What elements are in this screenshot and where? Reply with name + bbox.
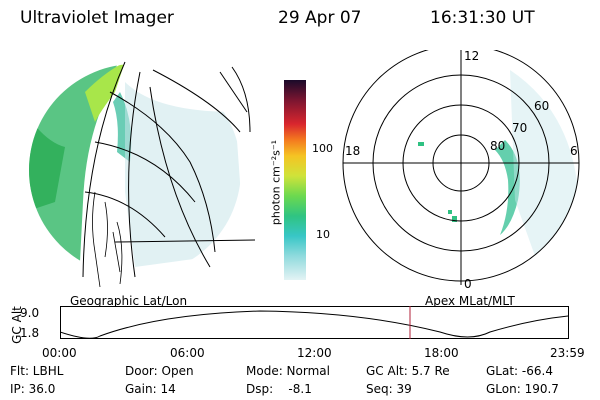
timeline-left-title: Geographic Lat/Lon <box>70 294 188 308</box>
filter-label: Flt: LBHL <box>10 364 64 378</box>
y-tick-1-8: 1.8 <box>20 326 40 340</box>
altitude-curve <box>60 310 569 339</box>
x-tick-1200: 12:00 <box>297 346 332 360</box>
x-tick-2359: 23:59 <box>550 346 585 360</box>
gc-alt-label: GC Alt: 5.7 Re <box>366 364 450 378</box>
mlt-label-6: 6 <box>570 144 578 158</box>
mlt-label-0: 0 <box>464 277 472 290</box>
ip-label: IP: 36.0 <box>10 382 56 396</box>
geographic-image-panel <box>29 61 255 288</box>
time-label: 16:31:30 UT <box>430 8 535 28</box>
colorbar-tick-100: 100 <box>312 142 333 155</box>
glon-label: GLon: 190.7 <box>486 382 559 396</box>
mode-label: Mode: Normal <box>246 364 330 378</box>
coastline <box>92 191 123 288</box>
gain-label: Gain: 14 <box>125 382 176 396</box>
lat-lon-grid <box>82 61 255 278</box>
timeline-right-title: Apex MLat/MLT <box>425 294 515 308</box>
polar-mlt-plot: 12 18 6 0 60 70 80 <box>342 50 580 290</box>
mlt-label-18: 18 <box>345 144 360 158</box>
mlt-label-12: 12 <box>464 50 479 63</box>
lat-label-80: 80 <box>490 139 505 153</box>
color-scale-bar <box>284 80 306 280</box>
x-tick-0000: 00:00 <box>42 346 77 360</box>
colorbar-unit-label: photon cm⁻²s⁻¹ <box>269 139 283 226</box>
x-tick-0600: 06:00 <box>170 346 205 360</box>
instrument-title: Ultraviolet Imager <box>20 8 174 28</box>
polar-emission-region <box>495 140 520 235</box>
lat-label-60: 60 <box>534 99 549 113</box>
seq-label: Seq: 39 <box>366 382 412 396</box>
date-label: 29 Apr 07 <box>278 8 362 28</box>
dsp-label: Dsp: -8.1 <box>246 382 312 396</box>
altitude-timeline-plot <box>60 306 569 339</box>
door-label: Door: Open <box>125 364 194 378</box>
colorbar-tick-10: 10 <box>316 228 330 241</box>
polar-grid <box>342 50 580 285</box>
glat-label: GLat: -66.4 <box>486 364 553 378</box>
y-tick-9: 9.0 <box>20 306 40 320</box>
lat-label-70: 70 <box>512 121 527 135</box>
aurora-emission-region <box>29 64 241 267</box>
x-tick-1800: 18:00 <box>424 346 459 360</box>
